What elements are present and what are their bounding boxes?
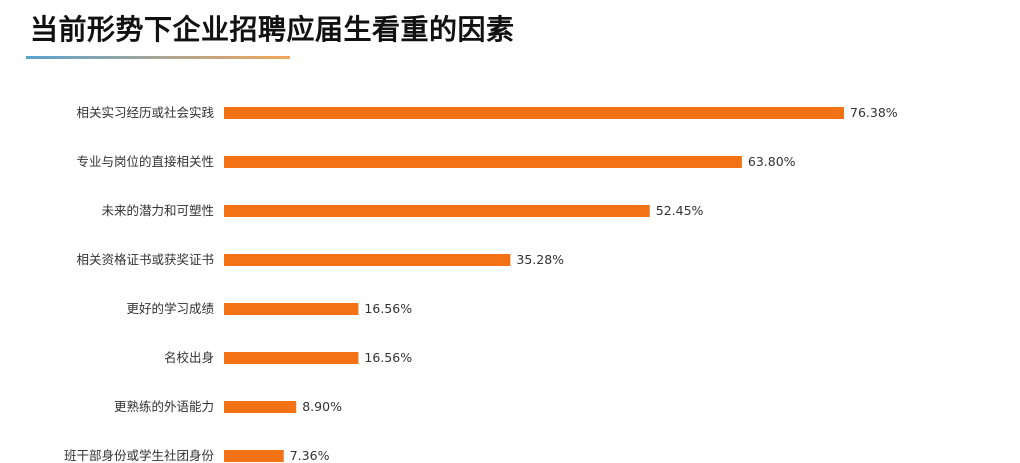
bar <box>224 401 297 413</box>
chart-title: 当前形势下企业招聘应届生看重的因素 <box>30 13 515 46</box>
bar <box>224 205 650 217</box>
value-label: 35.28% <box>516 252 564 267</box>
bar <box>224 303 359 315</box>
category-label: 专业与岗位的直接相关性 <box>76 154 214 169</box>
value-label: 8.90% <box>302 399 342 414</box>
category-label: 相关资格证书或获奖证书 <box>76 252 214 267</box>
bar <box>224 156 742 168</box>
value-label: 7.36% <box>290 448 330 463</box>
category-label: 更熟练的外语能力 <box>114 399 214 414</box>
bar <box>224 107 844 119</box>
category-label: 名校出身 <box>164 350 214 365</box>
bar <box>224 450 284 462</box>
value-label: 16.56% <box>364 301 412 316</box>
category-label: 更好的学习成绩 <box>126 301 214 316</box>
bar <box>224 254 511 266</box>
value-label: 63.80% <box>748 154 796 169</box>
category-label: 相关实习经历或社会实践 <box>76 105 214 120</box>
category-label: 未来的潜力和可塑性 <box>101 203 214 218</box>
value-label: 76.38% <box>850 105 898 120</box>
value-label: 16.56% <box>364 350 412 365</box>
value-label: 52.45% <box>656 203 704 218</box>
title-underline <box>26 56 290 59</box>
bar <box>224 352 359 364</box>
category-label: 班干部身份或学生社团身份 <box>64 448 215 463</box>
